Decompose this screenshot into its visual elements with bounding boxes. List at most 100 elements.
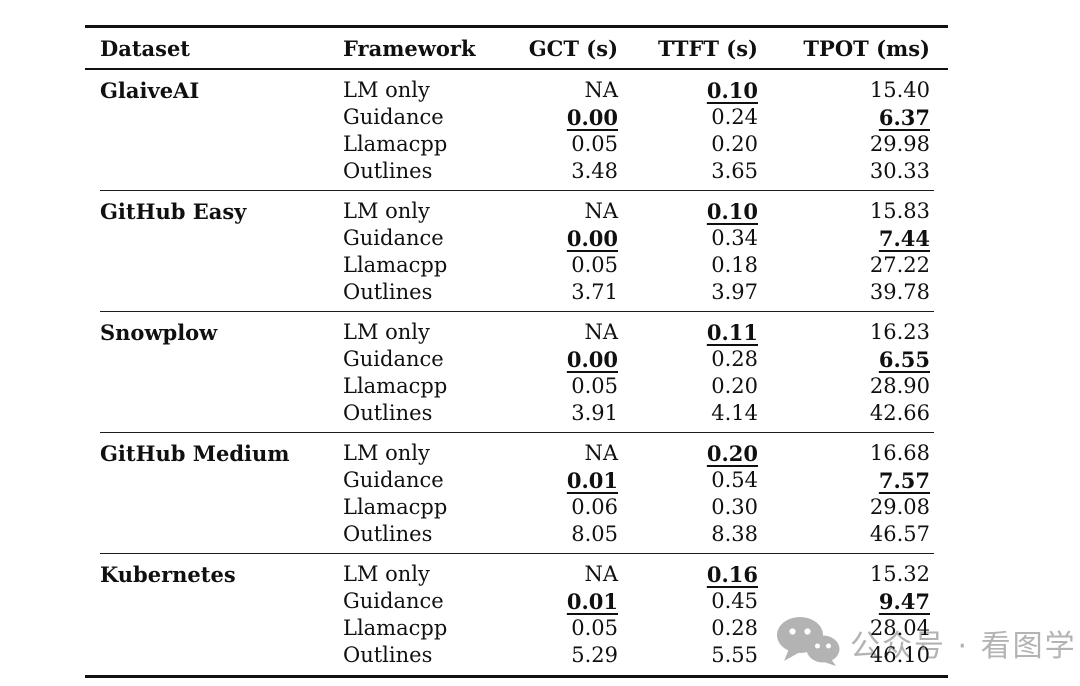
- value: 29.08: [869, 495, 930, 519]
- gct-cell: 0.05: [486, 252, 618, 279]
- value: 0.20: [711, 374, 758, 398]
- best-value: 6.37: [878, 105, 930, 130]
- dataset-cell: [100, 521, 343, 548]
- value: 0.05: [571, 132, 618, 156]
- value: 29.98: [869, 132, 930, 156]
- value: 3.91: [571, 401, 618, 425]
- tpot-cell: 7.57: [758, 467, 930, 495]
- tpot-cell: 30.33: [758, 158, 930, 185]
- table-row: Llamacpp 0.06 0.30 29.08: [85, 494, 948, 521]
- value: 0.05: [571, 616, 618, 640]
- framework-cell: Llamacpp: [343, 253, 448, 277]
- table-row: GitHub Easy LM only NA 0.10 15.83: [85, 198, 948, 225]
- gct-cell: 0.06: [486, 494, 618, 521]
- best-value: 7.57: [878, 468, 930, 493]
- ttft-cell: 8.38: [618, 521, 758, 548]
- framework-cell: Guidance: [343, 347, 444, 371]
- value: 4.14: [711, 401, 758, 425]
- tpot-cell: 6.55: [758, 346, 930, 374]
- dataset-cell: [100, 373, 343, 400]
- tpot-cell: 16.23: [758, 319, 930, 347]
- ttft-cell: 0.16: [618, 561, 758, 589]
- framework-cell: Guidance: [343, 226, 444, 250]
- value: 30.33: [869, 159, 930, 183]
- gct-cell: 3.91: [486, 400, 618, 427]
- dataset-cell: GlaiveAI: [100, 78, 200, 103]
- framework-cell: Llamacpp: [343, 374, 448, 398]
- value: 8.05: [571, 522, 618, 546]
- watermark-text: 公众号 · 看图学: [850, 629, 1077, 664]
- tpot-cell: 15.32: [758, 561, 930, 589]
- framework-cell: LM only: [343, 78, 430, 102]
- value: NA: [584, 441, 618, 465]
- tpot-cell: 29.98: [758, 131, 930, 158]
- value: 5.55: [711, 643, 758, 667]
- gct-cell: 0.05: [486, 615, 618, 642]
- table-row: Llamacpp 0.05 0.20 28.90: [85, 373, 948, 400]
- dataset-cell: [100, 225, 343, 253]
- best-value: 0.10: [706, 78, 758, 103]
- ttft-cell: 0.54: [618, 467, 758, 495]
- table-row: GitHub Medium LM only NA 0.20 16.68: [85, 440, 948, 467]
- best-value: 0.00: [566, 347, 618, 372]
- top-rule: [85, 25, 948, 28]
- dataset-cell: [100, 346, 343, 374]
- dataset-cell: [100, 588, 343, 616]
- value: 0.20: [711, 132, 758, 156]
- table-row: Outlines 8.05 8.38 46.57: [85, 521, 948, 548]
- bottom-rule: [85, 675, 948, 678]
- gct-cell: NA: [486, 77, 618, 105]
- value: 3.97: [711, 280, 758, 304]
- ttft-cell: 0.11: [618, 319, 758, 347]
- tpot-cell: 15.83: [758, 198, 930, 226]
- gct-cell: 0.01: [486, 467, 618, 495]
- table-row: Guidance 0.01 0.54 7.57: [85, 467, 948, 494]
- framework-cell: Guidance: [343, 105, 444, 129]
- value: 8.38: [711, 522, 758, 546]
- tpot-cell: 16.68: [758, 440, 930, 468]
- gct-cell: 3.48: [486, 158, 618, 185]
- best-value: 0.11: [706, 320, 758, 345]
- dataset-group: Snowplow LM only NA 0.11 16.23 Guidance 0.00 0.…: [85, 312, 948, 433]
- gct-cell: NA: [486, 198, 618, 226]
- gct-cell: 3.71: [486, 279, 618, 306]
- value: 0.28: [711, 347, 758, 371]
- value: 16.68: [869, 441, 930, 465]
- dataset-cell: GitHub Medium: [100, 441, 290, 466]
- best-value: 0.10: [706, 199, 758, 224]
- framework-cell: LM only: [343, 441, 430, 465]
- dataset-group: Kubernetes LM only NA 0.16 15.32 Guidance 0.01…: [85, 554, 948, 675]
- best-value: 9.47: [878, 589, 930, 614]
- gct-cell: NA: [486, 561, 618, 589]
- table-row: Guidance 0.00 0.28 6.55: [85, 346, 948, 373]
- value: NA: [584, 562, 618, 586]
- dataset-cell: [100, 104, 343, 132]
- framework-cell: LM only: [343, 199, 430, 223]
- value: 15.32: [869, 562, 930, 586]
- framework-cell: Outlines: [343, 280, 433, 304]
- best-value: 0.00: [566, 226, 618, 251]
- tpot-cell: 29.08: [758, 494, 930, 521]
- value: 46.57: [869, 522, 930, 546]
- dataset-cell: Kubernetes: [100, 562, 236, 587]
- ttft-cell: 0.30: [618, 494, 758, 521]
- gct-cell: 0.05: [486, 373, 618, 400]
- table-header-row: Dataset Framework GCT (s) TTFT (s) TPOT …: [85, 28, 948, 68]
- framework-cell: Outlines: [343, 643, 433, 667]
- ttft-cell: 0.34: [618, 225, 758, 253]
- table-row: Llamacpp 0.05 0.20 29.98: [85, 131, 948, 158]
- ttft-cell: 5.55: [618, 642, 758, 669]
- tpot-cell: 15.40: [758, 77, 930, 105]
- table-row: GlaiveAI LM only NA 0.10 15.40: [85, 77, 948, 104]
- column-header-dataset: Dataset: [100, 35, 191, 61]
- framework-cell: Outlines: [343, 401, 433, 425]
- column-header-tpot: TPOT (ms): [803, 35, 930, 61]
- value: 0.24: [711, 105, 758, 129]
- ttft-cell: 0.10: [618, 77, 758, 105]
- gct-cell: 8.05: [486, 521, 618, 548]
- value: 3.71: [571, 280, 618, 304]
- value: 15.83: [869, 199, 930, 223]
- dataset-cell: [100, 494, 343, 521]
- value: 3.65: [711, 159, 758, 183]
- ttft-cell: 0.45: [618, 588, 758, 616]
